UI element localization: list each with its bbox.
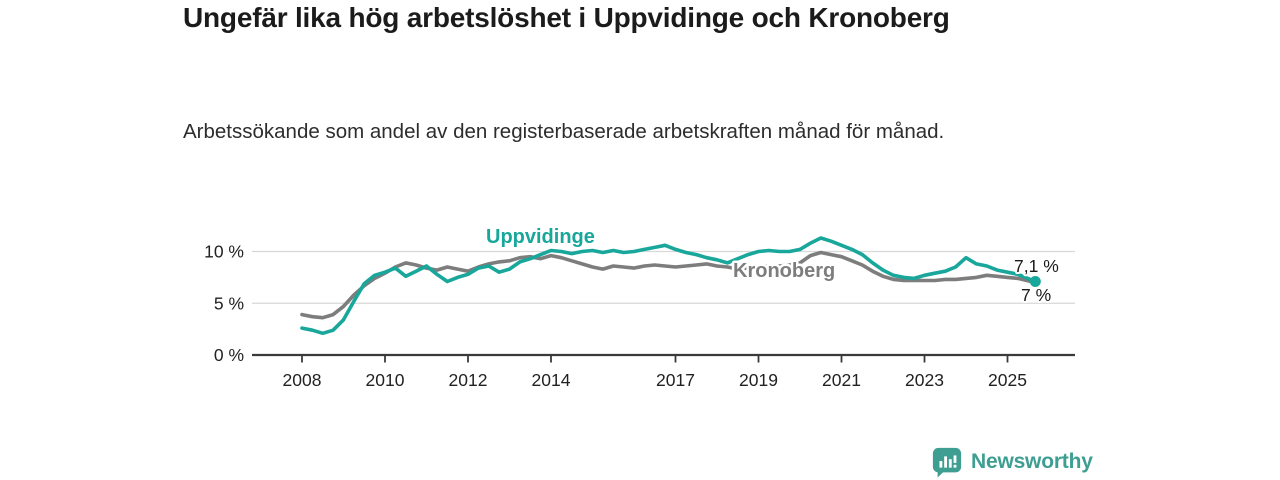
- unemployment-line-chart: 2008 2010 2012 2014 2017 2019 2021 2023 2025 0 % 5…: [204, 224, 1075, 390]
- x-tick-label: 2021: [822, 370, 861, 390]
- x-tick-label: 2014: [532, 370, 571, 390]
- series-label-uppvidinge: Uppvidinge: [486, 226, 595, 248]
- x-tick-label: 2012: [449, 370, 488, 390]
- brand-name: Newsworthy: [971, 450, 1093, 473]
- series-end-value-uppvidinge: 7,1 %: [1014, 256, 1059, 276]
- x-tick-label: 2019: [739, 370, 778, 390]
- brand-footer: Newsworthy: [931, 446, 1093, 478]
- series-line-uppvidinge: [300, 236, 1038, 336]
- series-line-kronoberg: [300, 250, 1038, 320]
- series-end-dot-uppvidinge: [1029, 276, 1041, 288]
- chart-title: Ungefär lika hög arbetslöshet i Uppvidin…: [183, 2, 950, 33]
- series-end-value-kronoberg: 7 %: [1021, 285, 1051, 305]
- x-tick-label: 2025: [988, 370, 1027, 390]
- x-tick-label: 2008: [283, 370, 322, 390]
- chart-subtitle: Arbetssökande som andel av den registerb…: [183, 120, 945, 143]
- y-tick-label: 10 %: [204, 242, 244, 262]
- newsworthy-logo-icon: [932, 447, 962, 478]
- x-tick-label: 2023: [905, 370, 944, 390]
- x-tick-label: 2017: [656, 370, 695, 390]
- y-tick-label: 0 %: [214, 345, 244, 365]
- x-tick-label: 2010: [366, 370, 405, 390]
- y-tick-label: 5 %: [214, 293, 244, 313]
- series-label-kronoberg: Kronoberg: [733, 260, 835, 282]
